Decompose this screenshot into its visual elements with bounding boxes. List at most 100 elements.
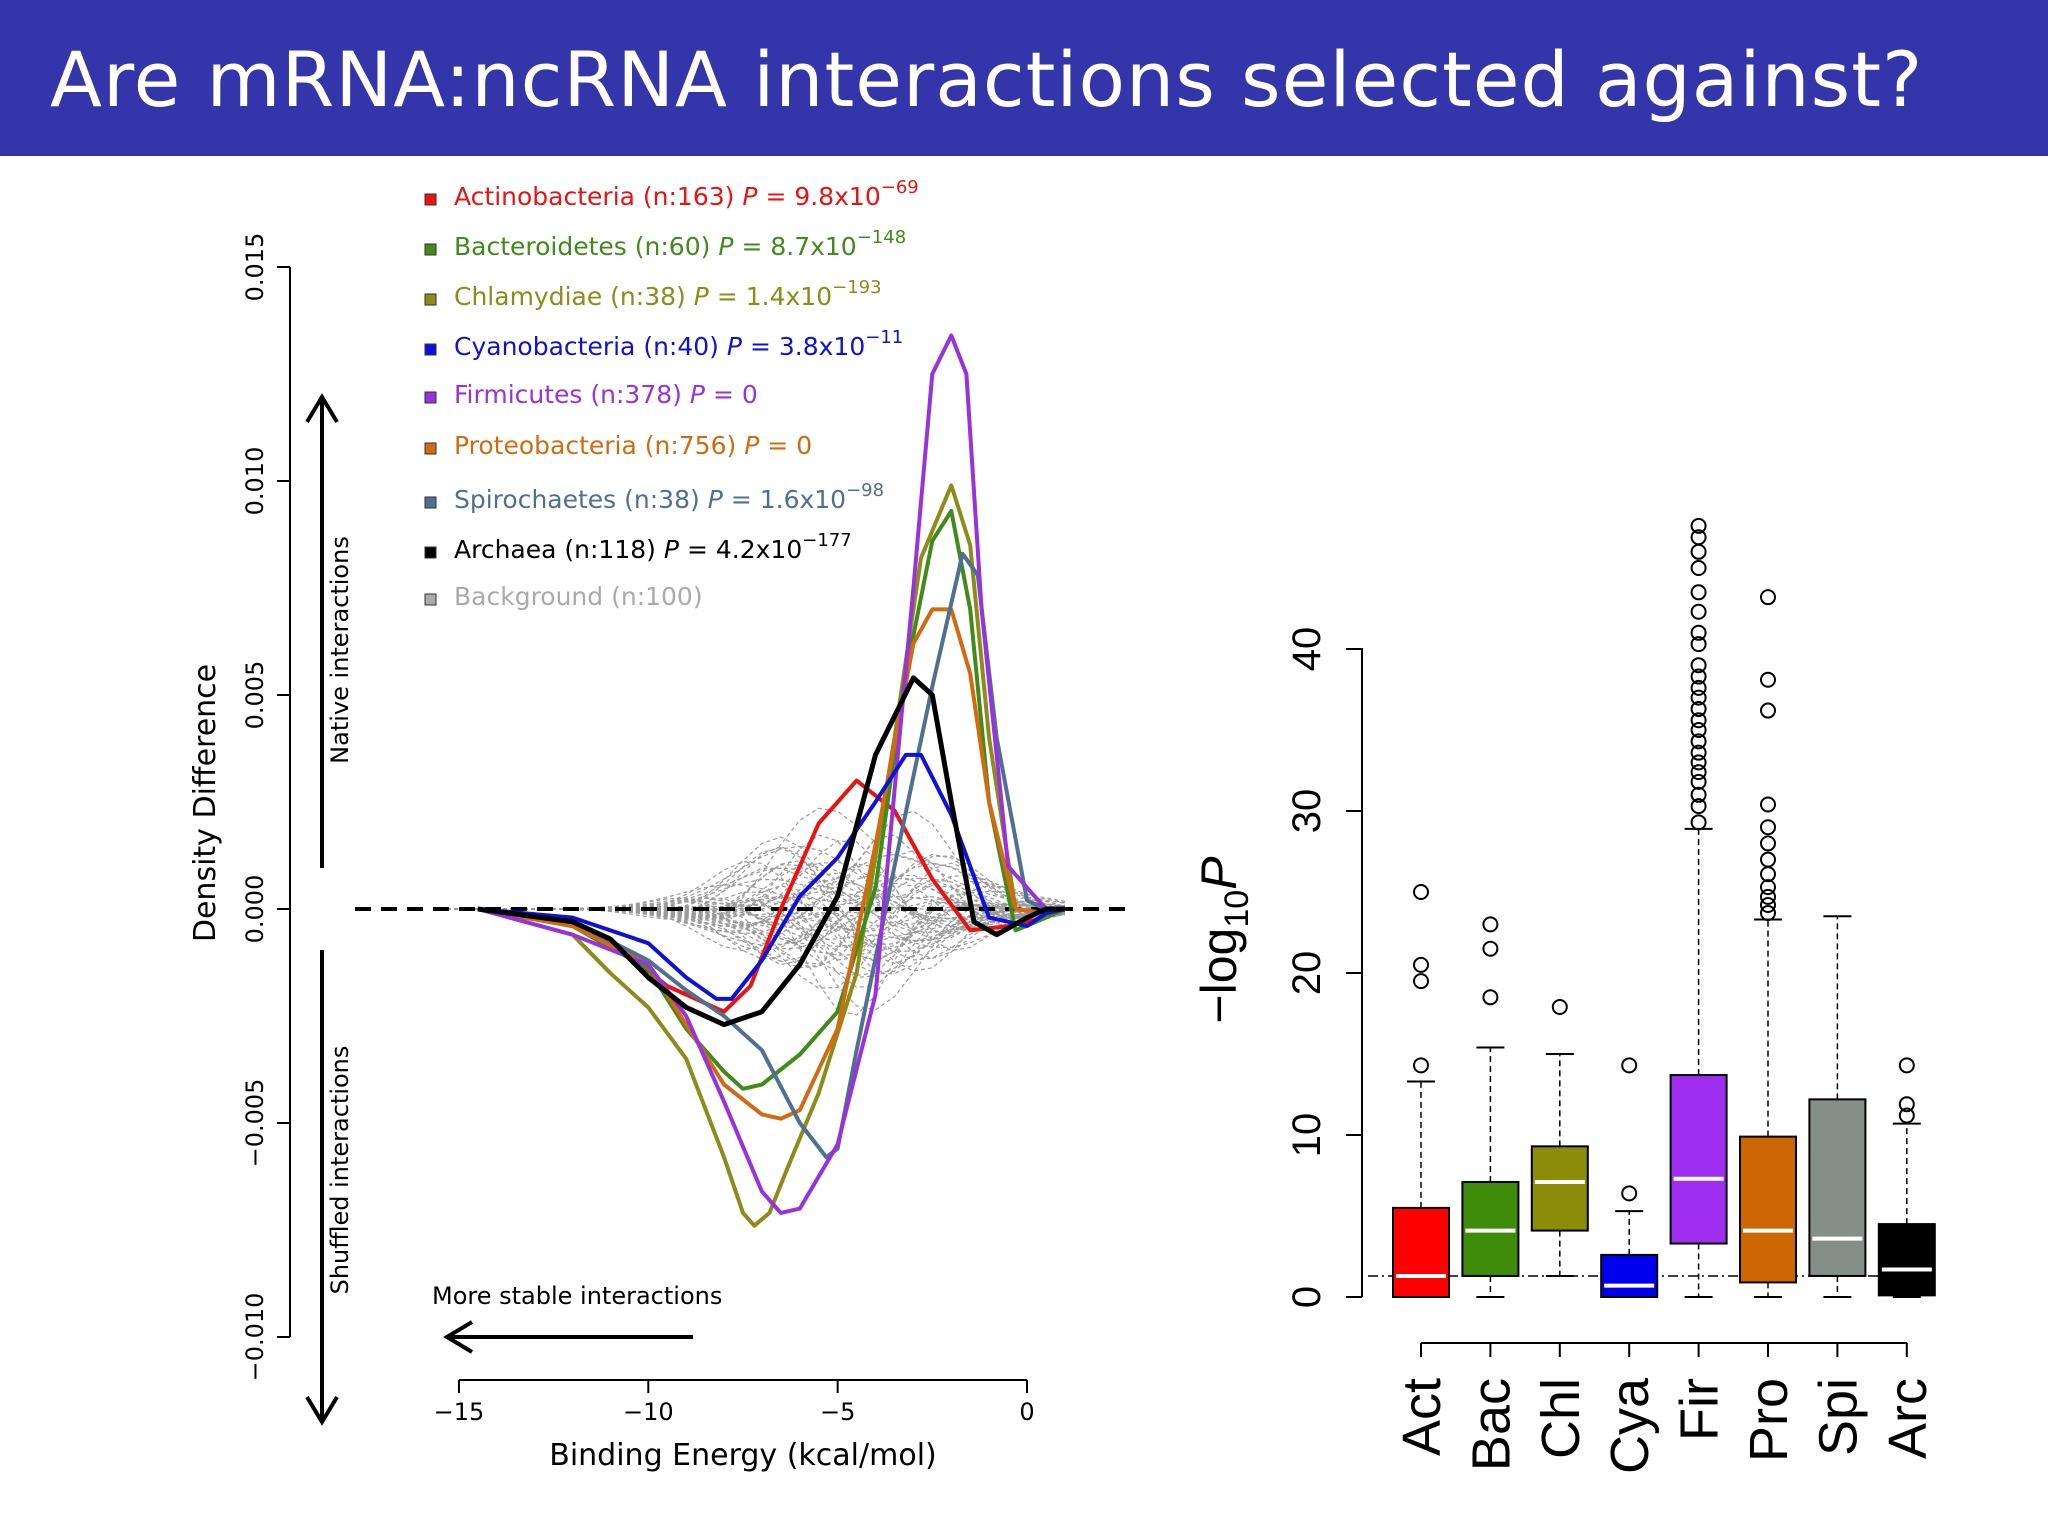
category-label-chl: Chl <box>1531 1378 1591 1459</box>
outlier-point <box>1690 712 1707 729</box>
background-curve <box>440 807 1065 919</box>
legend-swatch <box>424 343 437 356</box>
title-bar: Are mRNA:ncRNA interactions selected aga… <box>0 0 2048 156</box>
box-cya <box>1600 1057 1659 1299</box>
outlier-point <box>1482 916 1499 933</box>
background-curve <box>440 878 1065 961</box>
legend-entry-background: Background (n:100) <box>454 582 703 611</box>
density-y-tick-label: 0.000 <box>241 875 269 944</box>
series-line-spirochaetes <box>477 551 1065 1160</box>
series-line-firmicutes <box>477 333 1065 1215</box>
background-curve <box>440 861 1065 932</box>
outlier-point <box>1690 764 1707 781</box>
outlier-point <box>1690 657 1707 674</box>
outlier-point <box>1760 866 1776 883</box>
density-y-tick-label: −0.005 <box>241 1079 269 1168</box>
boxplot-y-ticks: 0 10 20 30 40 <box>1285 627 1362 1308</box>
boxplot-category-labels: Act Bac Chl Cya Fir Pro Spi Arc <box>1392 1343 1938 1474</box>
background-curve <box>440 884 1066 914</box>
box-spi <box>1808 915 1867 1298</box>
outlier-point <box>1690 689 1707 706</box>
series-line-proteobacteria <box>477 607 1066 1121</box>
box-bac <box>1461 916 1520 1298</box>
outlier-point <box>1690 624 1707 641</box>
outlier-point <box>1760 851 1776 868</box>
boxplot-y-tick-label: 30 <box>1285 789 1329 834</box>
legend-name: Actinobacteria (n:163) <box>454 182 734 211</box>
outlier-point <box>1690 744 1707 761</box>
density-y-tick-label: 0.005 <box>241 661 269 730</box>
legend-name: Spirochaetes (n:38) <box>454 485 700 514</box>
background-curve <box>440 862 1065 917</box>
boxplot-y-tick-label: 20 <box>1285 951 1329 996</box>
legend-swatch <box>424 243 437 256</box>
box-iqr <box>1808 1098 1867 1277</box>
outlier-point <box>1690 773 1707 790</box>
outlier-point <box>1551 999 1568 1016</box>
legend-entry-firmicutes: Firmicutes (n:378) P = 0 <box>454 380 758 409</box>
box-iqr <box>1600 1253 1659 1299</box>
density-y-axis-label: Density Difference <box>188 664 223 942</box>
category-label-spi: Spi <box>1808 1378 1868 1456</box>
stable-arrow-head <box>443 1320 474 1354</box>
legend-entry-archaea: Archaea (n:118) P = 4.2x10−177 <box>454 530 852 564</box>
legend-swatch <box>424 293 437 306</box>
legend-name: Background (n:100) <box>454 582 703 611</box>
background-curve <box>440 876 1065 946</box>
outlier-point <box>1690 603 1707 620</box>
background-curve <box>440 849 1066 965</box>
legend-entry-spirochaetes: Spirochaetes (n:38) P = 1.6x10−98 <box>454 480 884 514</box>
legend-name: Chlamydiae (n:38) <box>454 282 686 311</box>
outlier-point <box>1690 543 1707 560</box>
outlier-point <box>1413 1057 1429 1074</box>
boxplot-y-label-main: −log <box>1191 928 1247 1024</box>
background-curve <box>440 834 1066 931</box>
density-y-tick-label: −0.010 <box>241 1293 269 1382</box>
legend-name: Bacteroidetes (n:60) <box>454 232 710 261</box>
background-curve <box>440 908 1065 975</box>
outlier-point <box>1760 879 1776 896</box>
outlier-point <box>1690 529 1707 546</box>
boxplot-y-tick-label: 0 <box>1285 1286 1329 1308</box>
density-x-tick-label: 0 <box>1019 1398 1034 1426</box>
outlier-point <box>1690 814 1707 831</box>
density-y-ticks: −0.010 −0.005 0.000 0.005 0.010 0.015 <box>241 233 290 1382</box>
legend-swatch <box>424 593 437 606</box>
outlier-point <box>1690 517 1707 534</box>
density-y-tick-label: 0.010 <box>241 447 269 516</box>
native-interactions-label: Native interactions <box>326 536 354 764</box>
legend-entry-proteobacteria: Proteobacteria (n:756) P = 0 <box>454 431 812 460</box>
outlier-point <box>1760 896 1776 913</box>
category-label-pro: Pro <box>1739 1378 1799 1462</box>
box-iqr <box>1669 1074 1728 1245</box>
series-line-archaea <box>477 675 1065 1028</box>
box-iqr <box>1530 1145 1589 1232</box>
outlier-point <box>1760 796 1776 813</box>
density-annotations: Native interactions Shuffled interaction… <box>305 393 722 1426</box>
background-curve <box>440 896 1066 1016</box>
background-curve <box>440 853 1065 918</box>
shuffled-interactions-label: Shuffled interactions <box>326 1046 354 1295</box>
outlier-point <box>1413 956 1429 973</box>
boxplot-y-label-end: P <box>1191 856 1247 890</box>
box-chl <box>1530 999 1589 1277</box>
background-curve <box>440 901 1065 960</box>
density-x-tick-label: −15 <box>434 1398 485 1426</box>
outlier-point <box>1760 819 1776 836</box>
outlier-point <box>1898 1057 1915 1074</box>
outlier-point <box>1690 754 1707 771</box>
density-x-tick-label: −10 <box>623 1398 674 1426</box>
outlier-point <box>1621 1185 1638 1202</box>
outlier-point <box>1760 888 1776 905</box>
background-curve <box>440 884 1065 989</box>
category-label-bac: Bac <box>1461 1378 1521 1471</box>
legend-entry-cyanobacteria: Cyanobacteria (n:40) P = 3.8x10−11 <box>454 327 903 361</box>
boxplot-y-axis-label: −log10P <box>1191 856 1256 1024</box>
legend-name: Cyanobacteria (n:40) <box>454 332 719 361</box>
native-arrow-head <box>305 393 339 424</box>
category-label-act: Act <box>1392 1378 1452 1456</box>
category-label-fir: Fir <box>1670 1378 1730 1441</box>
legend-swatch <box>424 546 437 559</box>
density-chart-axes <box>289 267 1027 1381</box>
legend-entry-actinobacteria: Actinobacteria (n:163) P = 9.8x10−69 <box>454 177 919 211</box>
